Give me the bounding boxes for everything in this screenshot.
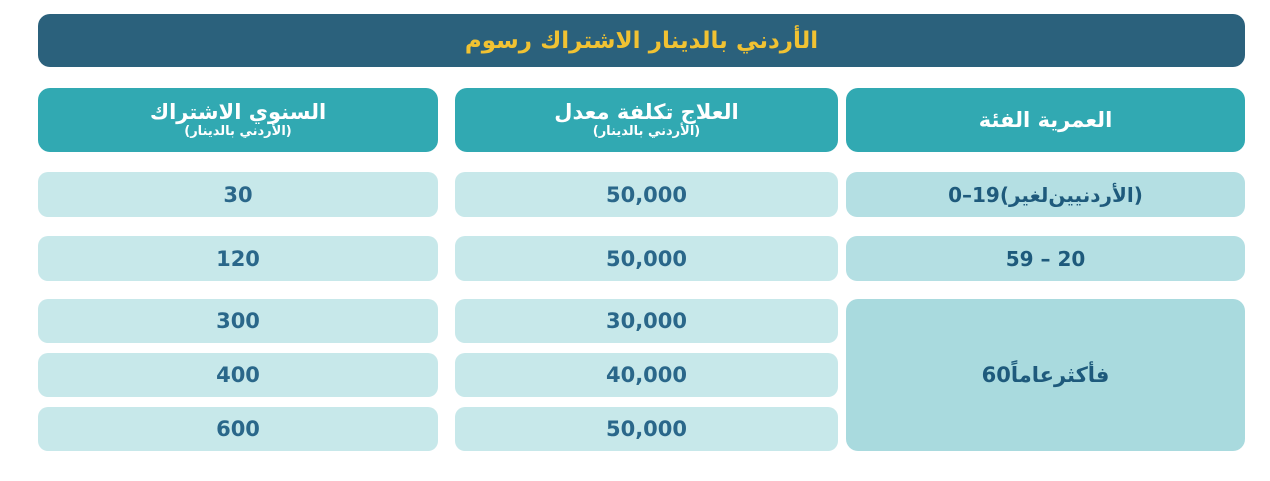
annual-fee-cell: 600	[38, 407, 438, 451]
treatment-cost-cell: 30,000	[455, 299, 838, 343]
treatment-cost-stack: 30,000 40,000 50,000	[455, 299, 838, 451]
header-age-category: الفئة العمرية	[846, 88, 1245, 152]
table-title: رسوم الاشتراك بالدينار الأردني	[464, 27, 819, 54]
header-row: الاشتراك السنوي (بالدينار الأردني) معدل …	[38, 88, 1245, 152]
table-row: 120 50,000 20 – 59	[38, 236, 1245, 281]
fees-table: رسوم الاشتراك بالدينار الأردني الاشتراك …	[38, 14, 1245, 451]
treatment-cost-cell: 50,000	[455, 172, 838, 217]
annual-fee-cell: 120	[38, 236, 438, 281]
age-60plus-group: 300 400 600 30,000 40,000 50,000 60 عاما…	[38, 299, 1245, 451]
table-row: 30 50,000 0 – 19 (لغير الأردنيين)	[38, 172, 1245, 217]
header-annual-subscription-sublabel: (بالدينار الأردني)	[184, 124, 292, 140]
header-treatment-cost-sublabel: (بالدينار الأردني)	[592, 124, 701, 140]
treatment-cost-cell: 50,000	[455, 407, 838, 451]
annual-fee-cell: 30	[38, 172, 438, 217]
table-title-bar: رسوم الاشتراك بالدينار الأردني	[38, 14, 1245, 67]
age-cell-20-59: 20 – 59	[846, 236, 1245, 281]
annual-fee-stack: 300 400 600	[38, 299, 438, 451]
treatment-cost-cell: 40,000	[455, 353, 838, 397]
annual-fee-cell: 300	[38, 299, 438, 343]
header-treatment-cost-label: معدل تكلفة العلاج	[554, 100, 739, 125]
annual-fee-cell: 400	[38, 353, 438, 397]
age-cell-60plus: 60 عاماً فأكثر	[846, 299, 1245, 451]
treatment-cost-cell: 50,000	[455, 236, 838, 281]
header-annual-subscription: الاشتراك السنوي (بالدينار الأردني)	[38, 88, 438, 152]
age-cell-0-19: 0 – 19 (لغير الأردنيين)	[846, 172, 1245, 217]
header-treatment-cost: معدل تكلفة العلاج (بالدينار الأردني)	[455, 88, 838, 152]
header-annual-subscription-label: الاشتراك السنوي	[149, 100, 327, 125]
header-age-category-label: الفئة العمرية	[978, 107, 1113, 132]
